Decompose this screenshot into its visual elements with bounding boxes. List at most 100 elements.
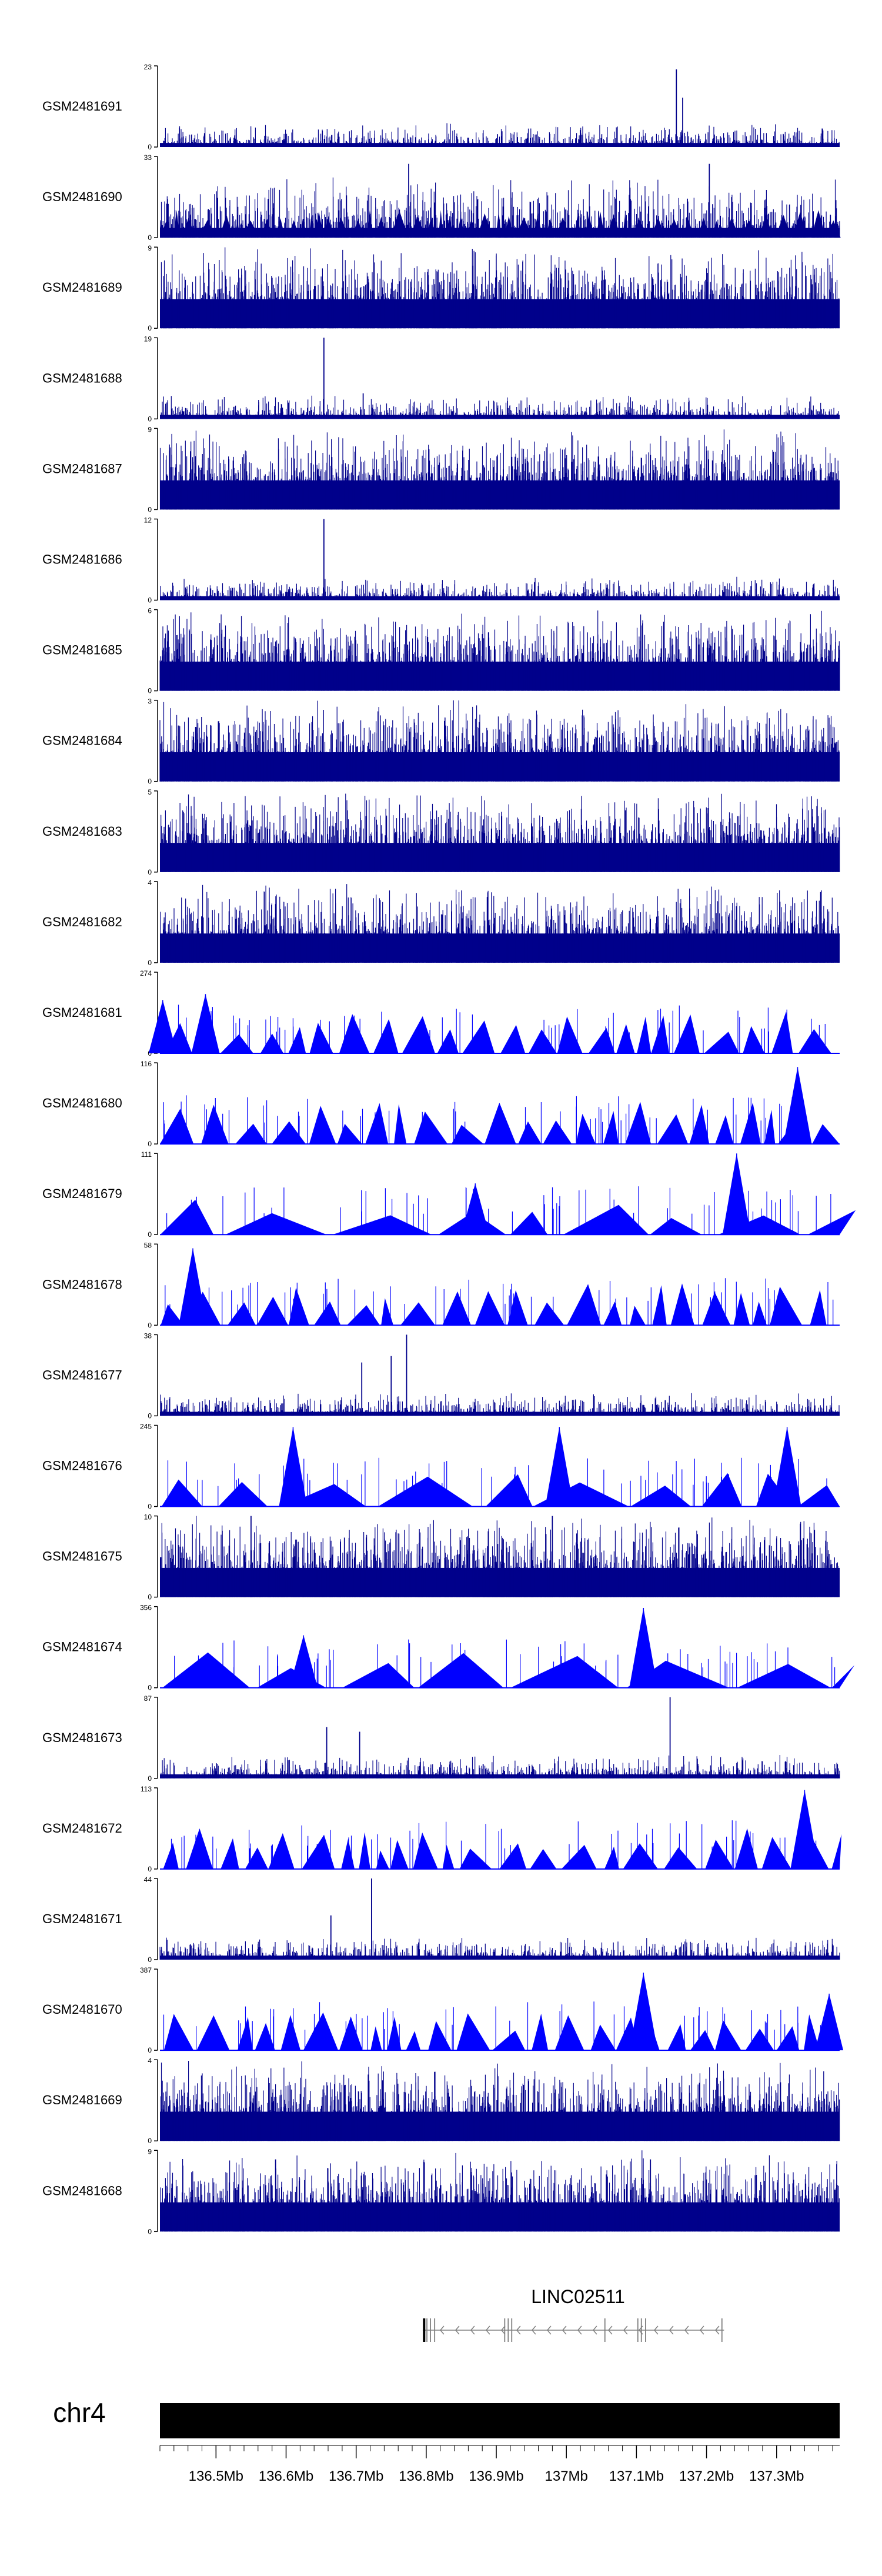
track-label: GSM2481670 [42, 2002, 122, 2017]
y-axis-max-label: 58 [144, 1241, 152, 1249]
signal [160, 338, 840, 419]
signal [160, 2150, 840, 2232]
coverage-tracks: GSM2481691230GSM2481690330GSM248168990GS… [42, 63, 856, 2235]
x-axis-minor-ticks [159, 2445, 833, 2451]
x-axis-tick-label: 137.1Mb [609, 2468, 664, 2484]
track-label: GSM2481679 [42, 1186, 122, 1201]
signal [160, 1334, 840, 1416]
track-GSM2481677: GSM2481677 38 0 [42, 1332, 840, 1420]
signal-bars [159, 429, 839, 510]
y-axis-min-label: 0 [148, 1865, 152, 1873]
signal [160, 163, 841, 238]
signal-triangles [163, 1828, 842, 1869]
track-GSM2481686: GSM2481686 12 0 [42, 516, 840, 605]
y-axis-min-label: 0 [148, 233, 152, 242]
signal [160, 884, 840, 963]
y-axis-min-label: 0 [148, 505, 152, 513]
track-label: GSM2481689 [42, 280, 122, 295]
track-label: GSM2481678 [42, 1277, 122, 1292]
track-label: GSM2481669 [42, 2093, 122, 2107]
y-axis-max-label: 387 [140, 1966, 152, 1974]
signal-bars [159, 700, 840, 782]
y-axis-max-label: 9 [148, 425, 152, 433]
track-label: GSM2481682 [42, 915, 122, 929]
signal [160, 1516, 840, 1597]
signal-bars [160, 395, 839, 419]
y-axis-max-label: 6 [148, 607, 152, 615]
y-axis-min-label: 0 [148, 415, 152, 423]
signal [160, 519, 840, 600]
y-axis-max-label: 44 [144, 1876, 152, 1884]
track-GSM2481671: GSM2481671 44 0 [42, 1876, 840, 1964]
signal [160, 1973, 844, 2051]
signal-bars [159, 1937, 840, 1960]
signal [160, 1427, 840, 1507]
signal-triangles [163, 2012, 840, 2051]
track-label: GSM2481676 [42, 1459, 122, 1473]
y-axis-max-label: 12 [144, 516, 152, 525]
x-axis-tick-label: 136.7Mb [329, 2468, 383, 2484]
y-axis-max-label: 113 [141, 1785, 152, 1793]
signal-triangles [160, 1200, 856, 1235]
track-GSM2481683: GSM2481683 5 0 [42, 788, 840, 876]
signal-bars [161, 793, 840, 872]
chromosome-ideogram-track: chr4 136.5Mb 136.6Mb 136.7Mb 136.8Mb 136.9Mb… [53, 2397, 840, 2484]
track-label: GSM2481684 [42, 733, 122, 748]
y-axis-max-label: 245 [140, 1423, 152, 1431]
track-label: GSM2481671 [42, 1911, 122, 1926]
track-GSM2481680: GSM2481680 116 0 [42, 1060, 840, 1148]
signal-bars [160, 1393, 840, 1416]
y-axis-min-label: 0 [148, 1684, 152, 1692]
track-label: GSM2481677 [42, 1367, 122, 1382]
track-GSM2481682: GSM2481682 4 0 [42, 879, 840, 967]
signal-triangles [161, 1283, 827, 1326]
track-GSM2481672: GSM2481672 113 0 [42, 1785, 842, 1873]
signal-spikes [171, 1820, 817, 1869]
signal-baseline [160, 480, 840, 510]
y-axis-max-label: 9 [148, 244, 152, 252]
y-axis-max-label: 9 [148, 2147, 152, 2155]
y-axis-max-label: 10 [144, 1513, 152, 1521]
gene-annotation-track: LINC02511 [422, 2286, 724, 2342]
signal-spikes [163, 2001, 831, 2051]
signal-bars [160, 576, 840, 600]
signal-triangles [160, 209, 841, 238]
y-axis-max-label: 19 [144, 335, 152, 343]
signal-triangles [165, 1011, 831, 1053]
track-label: GSM2481687 [42, 461, 122, 476]
signal-bars [161, 247, 840, 329]
track-GSM2481670: GSM2481670 387 0 [42, 1966, 844, 2054]
y-axis-min-label: 0 [148, 2046, 152, 2054]
signal [160, 1608, 855, 1689]
signal-triangles [160, 1102, 840, 1144]
track-label: GSM2481673 [42, 1730, 122, 1745]
signal [159, 429, 840, 510]
y-axis-min-label: 0 [148, 959, 152, 967]
track-GSM2481687: GSM2481687 9 0 [42, 425, 840, 513]
signal [159, 700, 840, 782]
track-GSM2481681: GSM24816812740 [42, 969, 840, 1057]
track-label: GSM2481672 [42, 1821, 122, 1836]
track-label: GSM2481685 [42, 643, 122, 658]
y-axis-max-label: 116 [141, 1060, 152, 1068]
y-axis-max-label: 5 [148, 788, 152, 796]
y-axis-min-label: 0 [148, 1956, 152, 1964]
signal-spikes [167, 1457, 827, 1507]
signal-spikes [163, 1095, 796, 1144]
x-axis-tick-label: 136.5Mb [189, 2468, 243, 2484]
signal-bars [159, 610, 840, 691]
signal-bars [163, 123, 840, 147]
y-axis-min-label: 0 [148, 1230, 152, 1239]
y-axis-min-label: 0 [148, 1412, 152, 1420]
signal-bars [161, 2061, 840, 2141]
signal [160, 1153, 856, 1236]
signal [160, 1248, 840, 1326]
x-axis-tick-label: 136.9Mb [469, 2468, 523, 2484]
y-axis-min-label: 0 [148, 143, 152, 151]
track-label: GSM2481680 [42, 1096, 122, 1110]
y-axis-min-label: 0 [148, 596, 152, 605]
track-label: GSM2481674 [42, 1640, 122, 1654]
track-label: GSM2481668 [42, 2183, 122, 2198]
signal-triangles [162, 1652, 855, 1688]
track-label: GSM2481688 [42, 371, 122, 385]
